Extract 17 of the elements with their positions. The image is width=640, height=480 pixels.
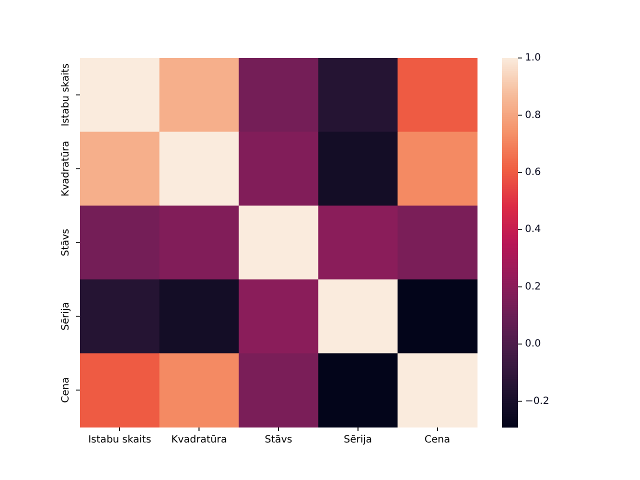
color-bar-label: 0.6 [525, 167, 541, 178]
color-bar-label: −0.2 [525, 396, 550, 407]
color-bar-label: 1.0 [525, 52, 541, 64]
color-bar-label: 0.2 [525, 281, 541, 292]
y-tick-label: Cena [60, 377, 72, 403]
y-tick-label: Stāvs [60, 228, 72, 256]
y-tick-label: Kvadratūra [60, 140, 72, 197]
x-tick-label: Sērija [344, 434, 372, 446]
x-tick-label: Stāvs [264, 434, 292, 446]
color-bar-label: 0.0 [525, 338, 541, 350]
x-tick-label: Kvadratūra [171, 434, 227, 446]
y-tick-label: Sērija [60, 302, 72, 330]
color-bar-label: 0.8 [525, 110, 541, 121]
color-bar-label: 0.4 [525, 224, 541, 236]
x-tick-label: Istabu skaits [88, 434, 152, 446]
y-tick-label: Istabu skaits [60, 63, 72, 126]
x-tick-label: Cena [424, 434, 450, 446]
